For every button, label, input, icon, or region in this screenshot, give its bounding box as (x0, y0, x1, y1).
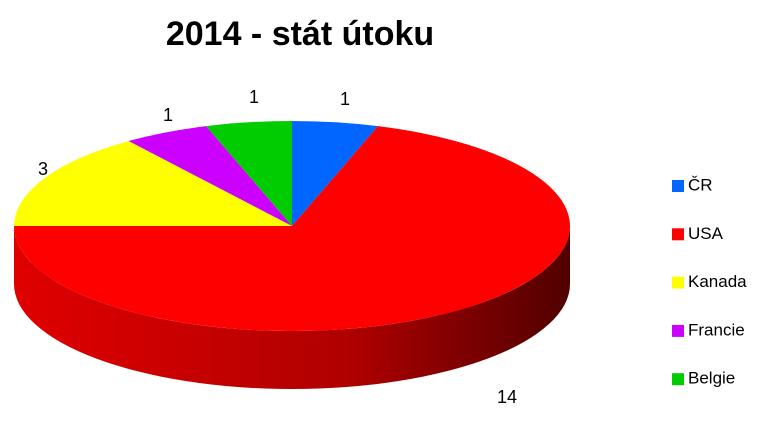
legend-label: ČR (688, 175, 713, 194)
pie-slice (128, 126, 292, 226)
legend-label: Francie (688, 320, 745, 339)
data-label: 1 (249, 87, 259, 107)
pie-side (14, 226, 570, 389)
chart-title: 2014 - stát útoku (166, 15, 434, 53)
legend-swatch (672, 228, 684, 241)
pie-slice (14, 126, 570, 331)
legend-label: Kanada (688, 272, 747, 291)
legend-swatch (672, 373, 684, 386)
legend-label: USA (688, 224, 724, 243)
data-label: 14 (497, 387, 517, 407)
data-label: 1 (340, 89, 350, 109)
data-label: 1 (163, 105, 173, 125)
legend-swatch (672, 324, 684, 337)
pie-slice (206, 121, 292, 226)
pie-slice (14, 141, 292, 226)
pie-slice (292, 121, 378, 226)
legend-swatch (672, 180, 684, 192)
legend-label: Belgie (688, 369, 735, 388)
legend-swatch (672, 276, 684, 289)
data-label: 3 (38, 159, 48, 179)
